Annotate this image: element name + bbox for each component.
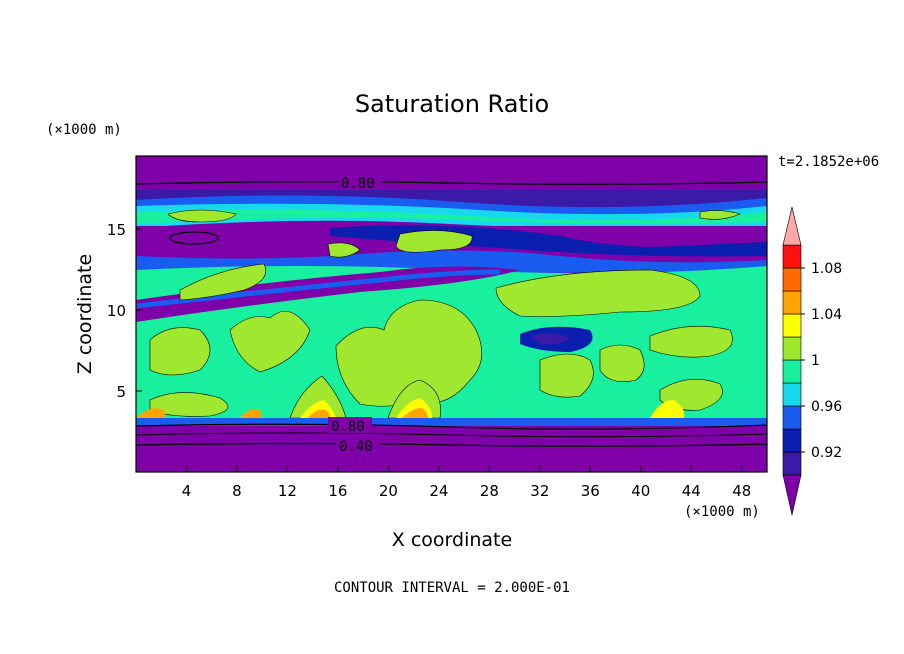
cloud-patch	[167, 209, 237, 223]
colorbar-tick-label: 0.96	[811, 399, 842, 415]
contour-interval-footer: CONTOUR INTERVAL = 2.000E-01	[334, 580, 570, 596]
y-tick-label: 10	[107, 302, 126, 320]
colorbar-tick-label: 1.04	[811, 307, 842, 323]
colorbar-tick-label: 1	[811, 353, 820, 369]
colorbar-swatch	[782, 290, 802, 315]
cloud-patch	[395, 230, 473, 253]
x-tick-label: 12	[278, 482, 297, 500]
x-tick-label: 40	[631, 482, 650, 500]
contour-line-0.80-lower	[135, 423, 768, 430]
x-tick-label: 28	[480, 482, 499, 500]
surface-transition	[136, 418, 767, 428]
cloud-patch	[229, 310, 311, 373]
x-axis-title: X coordinate	[392, 529, 512, 551]
contour-ellipse	[169, 231, 219, 245]
upper-blue-band	[136, 195, 767, 218]
central-cloud	[335, 299, 483, 407]
plume	[289, 375, 347, 419]
colorbar-swatch	[782, 313, 802, 338]
filament-edge	[135, 269, 501, 309]
colorbar-swatch	[782, 267, 802, 292]
x-tick-label: 44	[682, 482, 701, 500]
label-bg	[328, 417, 372, 433]
colorbar: 1.08 1.04 1 0.96 0.92	[782, 206, 842, 516]
cloud-patch	[149, 327, 211, 376]
contour-label-lower: 0.80	[331, 419, 365, 435]
y-tick-label: 15	[107, 221, 126, 239]
plot-area: 0.80 0.80 0.40	[135, 155, 768, 473]
label-bg	[338, 174, 382, 190]
y-tick-label: 5	[116, 383, 126, 401]
contour-line-0.80-upper	[135, 181, 768, 185]
colorbar-over-triangle	[782, 206, 802, 246]
contour-label-0.40: 0.40	[339, 439, 373, 455]
slanted-dry-filament	[136, 266, 520, 322]
x-unit-label: (×1000 m)	[684, 504, 760, 520]
plume-core-max	[240, 409, 262, 418]
cloud-patch	[495, 269, 701, 317]
x-tick-label: 24	[429, 482, 448, 500]
cloud-patch	[179, 263, 267, 301]
contour-line-lower	[135, 432, 768, 438]
colorbar-swatch	[782, 244, 802, 269]
plume-core-max	[308, 409, 330, 418]
x-tick-label: 36	[581, 482, 600, 500]
colorbar-under-triangle	[782, 474, 802, 516]
dry-pocket-core	[530, 333, 570, 345]
cloud-patch	[539, 353, 594, 398]
colorbar-swatch	[782, 359, 802, 384]
cloud-patch	[699, 210, 741, 220]
colorbar-tick-label: 1.08	[811, 261, 842, 277]
colorbar-swatch	[782, 451, 802, 476]
label-bg	[336, 437, 380, 453]
contour-line-0.40	[135, 442, 768, 447]
x-tick-label: 4	[182, 482, 192, 500]
cloud-patch	[599, 344, 645, 382]
time-label: t=2.1852e+06	[778, 154, 879, 170]
cloud-patch	[649, 325, 733, 358]
x-axis: 4 8 12 16 20 24 28 32 36 40 44 48	[182, 466, 751, 500]
plume-core	[650, 400, 685, 418]
colorbar-swatch	[782, 336, 802, 361]
plot-frame	[135, 155, 768, 473]
y-axis: 5 10 15	[107, 221, 142, 401]
x-tick-label: 20	[379, 482, 398, 500]
chart-title: Saturation Ratio	[355, 90, 549, 118]
colorbar-swatch	[782, 428, 802, 453]
x-tick-label: 32	[530, 482, 549, 500]
x-tick-label: 48	[732, 482, 751, 500]
cloud-patch	[327, 242, 361, 258]
contour-label-upper: 0.80	[341, 176, 375, 192]
plume-core-max	[136, 408, 166, 418]
x-tick-label: 8	[232, 482, 242, 500]
y-axis-title: Z coordinate	[74, 254, 96, 374]
upper-green-band	[136, 209, 767, 224]
y-unit-label: (×1000 m)	[46, 122, 122, 138]
colorbar-swatch	[782, 405, 802, 430]
cloud-patch	[149, 392, 229, 417]
x-tick-label: 16	[328, 482, 347, 500]
colorbar-tick-label: 0.92	[811, 445, 842, 461]
colorbar-swatch	[782, 382, 802, 407]
plume-core-max	[402, 408, 428, 418]
